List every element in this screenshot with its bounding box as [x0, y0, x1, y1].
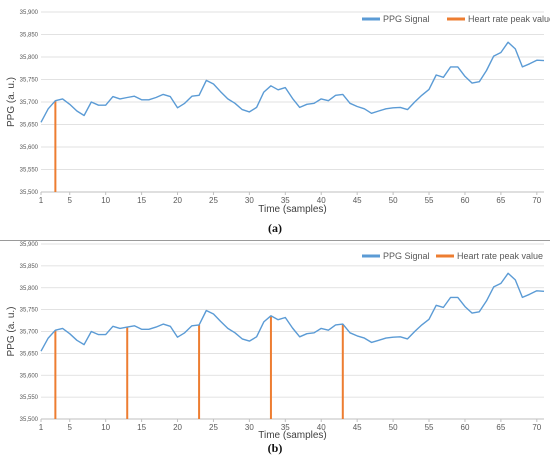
ppg-series	[40, 272, 545, 352]
x-tick-label: 70	[532, 196, 541, 205]
x-tick-label: 1	[39, 423, 44, 432]
y-tick-label: 35,650	[20, 123, 39, 129]
ppg-signal-line	[40, 272, 545, 352]
x-tick-label: 10	[101, 196, 110, 205]
y-tick-labels: 35,500 35,550 35,600 35,650 35,700 35,750 35,8…	[20, 242, 39, 423]
ppg-series	[40, 41, 545, 123]
y-tick-label: 35,550	[20, 168, 39, 174]
y-tick-labels: 35,500 35,550 35,600 35,650 35,700 35,750 35,8…	[20, 10, 39, 196]
x-tick-label: 50	[389, 423, 398, 432]
caption-b: (b)	[267, 441, 283, 455]
x-tick-label: 45	[353, 423, 362, 432]
chart-b: 35,500 35,550 35,600 35,650 35,700 35,750 35,8…	[6, 242, 545, 441]
y-axis-title: PPG (a. u.)	[6, 77, 17, 127]
x-tick-label: 40	[317, 423, 326, 432]
x-tick-label: 70	[532, 423, 541, 432]
y-tick-label: 35,900	[20, 10, 39, 16]
ppg-signal-line	[40, 41, 545, 123]
x-tick-label: 5	[68, 423, 73, 432]
legend: PPG Signal Heart rate peak value	[362, 14, 550, 24]
y-tick-label: 35,900	[20, 242, 39, 248]
x-tick-label: 60	[461, 196, 470, 205]
x-tick-label: 55	[425, 423, 434, 432]
x-tick-label: 35	[281, 423, 290, 432]
x-tick-label: 10	[101, 423, 110, 432]
y-tick-label: 35,850	[20, 33, 39, 39]
x-tick-label: 35	[281, 196, 290, 205]
legend-label-peak: Heart rate peak value	[468, 14, 550, 24]
y-tick-label: 35,800	[20, 55, 39, 61]
x-tick-label: 15	[137, 423, 146, 432]
x-tick-label: 25	[209, 196, 218, 205]
chart-a: 35,500 35,550 35,600 35,650 35,700 35,750 35,8…	[6, 10, 550, 215]
x-tick-label: 40	[317, 196, 326, 205]
x-tick-label: 30	[245, 423, 254, 432]
x-tick-labels: 1 5 10 15 20 25 30 35 40 45 50 55 60 65 70	[39, 192, 542, 205]
y-axis-title: PPG (a. u.)	[6, 306, 17, 356]
y-tick-label: 35,700	[20, 330, 39, 336]
x-tick-label: 50	[389, 196, 398, 205]
y-tick-label: 35,550	[20, 395, 39, 401]
x-tick-label: 5	[68, 196, 73, 205]
legend-label-ppg: PPG Signal	[383, 14, 430, 24]
x-tick-label: 65	[496, 196, 505, 205]
y-tick-label: 35,500	[20, 190, 39, 196]
y-tick-label: 35,600	[20, 373, 39, 379]
x-tick-label: 65	[496, 423, 505, 432]
y-tick-label: 35,850	[20, 264, 39, 270]
x-tick-label: 1	[39, 196, 44, 205]
gridlines	[41, 243, 544, 420]
y-tick-label: 35,700	[20, 100, 39, 106]
y-tick-label: 35,650	[20, 351, 39, 357]
x-tick-label: 60	[461, 423, 470, 432]
x-axis-title: Time (samples)	[258, 204, 327, 215]
y-tick-label: 35,750	[20, 308, 39, 314]
x-tick-label: 20	[173, 196, 182, 205]
x-tick-label: 20	[173, 423, 182, 432]
chart-panel-b: 35,500 35,550 35,600 35,650 35,700 35,750 35,8…	[0, 228, 550, 456]
legend: PPG Signal Heart rate peak value	[362, 251, 543, 261]
legend-label-ppg: PPG Signal	[383, 251, 430, 261]
x-tick-label: 15	[137, 196, 146, 205]
x-axis-title: Time (samples)	[258, 430, 327, 441]
x-tick-label: 55	[425, 196, 434, 205]
x-tick-label: 45	[353, 196, 362, 205]
y-tick-label: 35,750	[20, 78, 39, 84]
y-tick-label: 35,600	[20, 145, 39, 151]
x-tick-label: 25	[209, 423, 218, 432]
x-tick-labels: 1 5 10 15 20 25 30 35 40 45 50 55 60 65 70	[39, 419, 542, 432]
gridlines	[41, 11, 544, 193]
caption-a: (a)	[268, 221, 282, 235]
x-tick-label: 30	[245, 196, 254, 205]
y-tick-label: 35,500	[20, 417, 39, 423]
chart-panel-a: 35,500 35,550 35,600 35,650 35,700 35,750 35,8…	[0, 10, 550, 241]
legend-label-peak: Heart rate peak value	[457, 251, 543, 261]
peak-markers	[54, 315, 344, 419]
y-tick-label: 35,800	[20, 286, 39, 292]
